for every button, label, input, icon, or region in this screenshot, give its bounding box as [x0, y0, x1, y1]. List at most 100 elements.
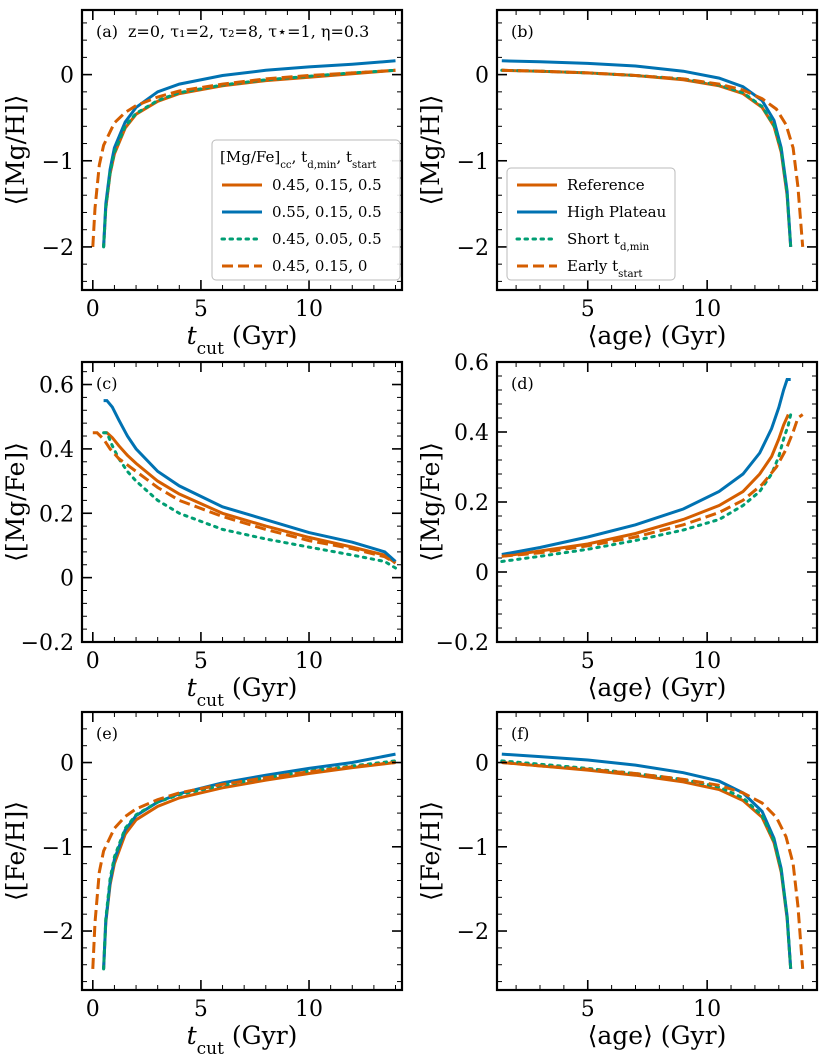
y-tick-label: 0.6	[454, 351, 489, 376]
y-axis-label: ⟨[Mg/Fe]⟩	[1, 442, 30, 562]
series-line-1	[103, 431, 397, 565]
y-tick-label: −1	[42, 836, 74, 861]
panel-a: 0 5 10 −2 −1 0 tcut (Gyr) ⟨[Mg/H]⟩ (a)	[1, 8, 404, 359]
x-tick-label: 10	[693, 649, 721, 674]
legend-title: [Mg/Fe]cc, td,min, tstart	[220, 148, 377, 171]
panel-label: (a)	[96, 22, 118, 41]
series-line-2	[103, 399, 397, 563]
y-tick-label: 0.4	[39, 438, 74, 463]
legend-entry-label: 0.45, 0.15, 0	[272, 257, 367, 275]
x-axis-label: tcut (Gyr)	[187, 1021, 298, 1057]
series-line-2	[501, 752, 793, 970]
series-line-4	[91, 761, 396, 969]
x-axis-label: tcut (Gyr)	[187, 673, 298, 711]
y-tick-label: −2	[42, 920, 74, 945]
panel-e: 0 5 10 −2 −1 0 tcut (Gyr) ⟨[Fe/H]⟩ (e)	[1, 710, 404, 1057]
x-tick-label: 5	[194, 649, 208, 674]
axes-frame	[80, 360, 404, 644]
y-tick-label: 0	[60, 752, 74, 777]
series-line-3	[102, 68, 397, 249]
series-line-1	[501, 761, 793, 970]
panel-b: 5 10 −2 −1 0 ⟨age⟩ (Gyr) ⟨[Mg/H]⟩ (b)	[416, 8, 819, 350]
axes-frame	[495, 710, 819, 992]
panel-f: 5 10 −2 −1 0 ⟨age⟩ (Gyr) ⟨[Fe/H]⟩ (f)	[416, 710, 819, 1050]
axes-frame	[80, 710, 404, 992]
series-line-3	[102, 759, 397, 971]
x-tick-label: 10	[295, 649, 323, 674]
legend: Reference High Plateau Short td,min Early t…	[506, 167, 676, 281]
series-line-4	[92, 431, 397, 565]
series-line-2	[501, 378, 791, 556]
panel-label: (e)	[96, 724, 118, 743]
series-line-1	[501, 413, 790, 558]
x-tick-label: 0	[86, 649, 100, 674]
panel-label: (d)	[511, 374, 534, 393]
series-line-1	[102, 761, 396, 969]
y-tick-label: 0	[475, 752, 489, 777]
panel-label: (f)	[511, 724, 529, 743]
x-tick-label: 5	[194, 997, 208, 1022]
axes-frame	[495, 8, 819, 292]
y-tick-label: 0	[475, 561, 489, 586]
y-tick-label: −2	[457, 236, 489, 261]
x-axis-label: ⟨age⟩ (Gyr)	[588, 321, 727, 350]
x-tick-label: 5	[581, 297, 595, 322]
y-tick-label: 0.4	[454, 421, 489, 446]
panel-c: 0 5 10 −0.2 0 0.2 0.4 0.6 tcut (Gyr) ⟨[Mg/Fe]⟩ (c)	[1, 360, 404, 711]
legend-entry-label: 0.45, 0.15, 0.5	[272, 176, 382, 194]
series-line-4	[91, 68, 396, 247]
y-tick-label: −2	[457, 920, 489, 945]
y-tick-label: 0	[60, 64, 74, 89]
x-tick-label: 0	[86, 997, 100, 1022]
x-tick-label: 5	[581, 649, 595, 674]
x-tick-label: 5	[194, 297, 208, 322]
panel-label: (c)	[96, 374, 117, 393]
series-line-3	[102, 431, 397, 570]
x-tick-label: 10	[693, 297, 721, 322]
legend-box	[211, 139, 401, 281]
x-axis-label: tcut (Gyr)	[187, 321, 298, 359]
series-line-4	[501, 68, 805, 248]
axes-frame	[80, 8, 404, 292]
series-line-2	[102, 59, 396, 247]
legend-entry-label: 0.45, 0.05, 0.5	[272, 230, 382, 248]
series-line-4	[501, 413, 804, 558]
y-axis-label: ⟨[Mg/H]⟩	[416, 95, 445, 206]
legend-entry-label: High Plateau	[567, 203, 667, 221]
y-axis-label: ⟨[Mg/H]⟩	[1, 95, 30, 206]
axes-frame	[495, 360, 819, 644]
y-axis-label: ⟨[Mg/Fe]⟩	[416, 442, 445, 562]
y-tick-label: 0.2	[39, 502, 74, 527]
legend-box	[506, 167, 676, 281]
y-tick-label: −0.2	[436, 631, 489, 656]
legend-entry-label: Reference	[567, 176, 645, 194]
y-tick-label: −1	[457, 150, 489, 175]
y-tick-label: −1	[42, 150, 74, 175]
y-tick-label: −2	[42, 236, 74, 261]
series-line-3	[500, 759, 793, 971]
x-tick-label: 10	[295, 297, 323, 322]
y-tick-label: −0.2	[21, 631, 74, 656]
panel-label: (b)	[511, 22, 534, 41]
model-parameters-annotation: z=0, τ₁=2, τ₂=8, τ⋆=1, η=0.3	[128, 22, 369, 41]
series-line-4	[501, 761, 805, 970]
y-tick-label: 0	[475, 64, 489, 89]
series-line-2	[102, 752, 396, 969]
legend-entry-label: 0.55, 0.15, 0.5	[272, 203, 382, 221]
y-tick-label: −1	[457, 836, 489, 861]
y-axis-label: ⟨[Fe/H]⟩	[1, 801, 30, 901]
y-tick-label: 0.6	[39, 374, 74, 399]
y-tick-label: 0	[60, 567, 74, 592]
panel-d: 5 10 −0.2 0 0.2 0.4 0.6 ⟨age⟩ (Gyr) ⟨[Mg/Fe]⟩ (d)	[416, 351, 819, 702]
x-tick-label: 0	[86, 297, 100, 322]
x-tick-label: 10	[295, 997, 323, 1022]
legend: [Mg/Fe]cc, td,min, tstart 0.45, 0.15, 0.5…	[211, 139, 401, 281]
x-axis-label: ⟨age⟩ (Gyr)	[588, 1021, 727, 1050]
series-line-3	[500, 68, 793, 249]
legend-entry-label: Short td,min	[567, 230, 650, 253]
x-tick-label: 10	[693, 997, 721, 1022]
legend-entry-label: Early tstart	[567, 257, 643, 280]
x-tick-label: 5	[581, 997, 595, 1022]
y-axis-label: ⟨[Fe/H]⟩	[416, 801, 445, 901]
